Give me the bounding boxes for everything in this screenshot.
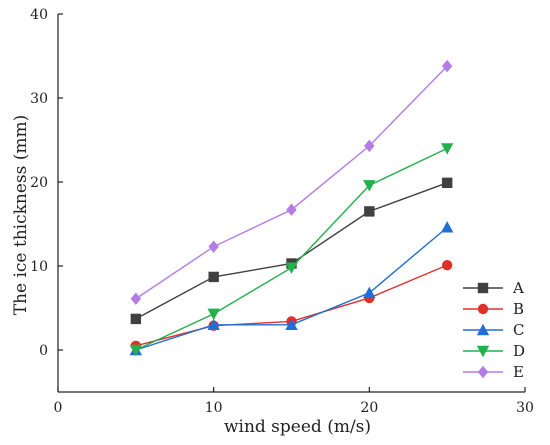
y-tick-label: 10 <box>30 259 48 275</box>
y-tick-label: 40 <box>30 7 48 23</box>
legend-marker <box>476 323 490 336</box>
y-axis-title: The ice thickness (mm) <box>11 115 31 316</box>
data-point-a <box>441 177 453 189</box>
data-point-a <box>208 271 219 283</box>
x-axis-title: wind speed (m/s) <box>224 417 371 437</box>
x-tick-label: 30 <box>516 400 534 416</box>
data-point-d <box>363 180 376 192</box>
legend-item-c: C <box>463 321 524 339</box>
legend-label: C <box>513 321 524 339</box>
series-a <box>130 177 453 325</box>
data-point-d <box>440 143 454 155</box>
y-tick-label: 0 <box>39 343 48 359</box>
legend-marker <box>476 345 490 358</box>
data-point-e <box>364 139 375 153</box>
legend-item-d: D <box>463 342 525 360</box>
data-point-d <box>207 308 220 321</box>
x-tick-label: 0 <box>54 400 63 416</box>
data-point-c <box>285 318 298 330</box>
x-tick-label: 20 <box>360 400 378 416</box>
data-point-e <box>208 240 219 253</box>
data-point-c <box>363 286 376 299</box>
legend-label: E <box>513 363 524 381</box>
legend-label: B <box>513 300 524 318</box>
data-point-c <box>207 318 220 330</box>
data-point-e <box>286 203 297 216</box>
series-e <box>130 59 453 305</box>
series-line-b <box>135 264 448 347</box>
data-point-c <box>440 221 454 233</box>
series-line-c <box>135 226 448 351</box>
y-tick-label: 20 <box>30 175 48 191</box>
legend-marker <box>477 303 489 315</box>
legend-marker <box>477 365 489 379</box>
legend-marker <box>477 282 489 294</box>
legend-label: A <box>512 279 524 297</box>
data-point-b <box>441 259 453 271</box>
series-line-a <box>135 182 448 320</box>
data-point-a <box>130 313 142 325</box>
series-d <box>129 143 454 357</box>
data-point-e <box>130 292 142 305</box>
legend-item-e: E <box>463 363 524 381</box>
legend-item-b: B <box>463 300 524 318</box>
legend-label: D <box>513 342 525 360</box>
data-point-a <box>364 206 375 217</box>
y-tick-label: 30 <box>30 91 48 107</box>
x-tick-label: 10 <box>205 400 223 416</box>
data-point-e <box>441 59 453 73</box>
data-point-d <box>129 344 143 357</box>
axes: 0 10 20 30 0 10 20 30 40 <box>30 7 534 416</box>
legend-item-a: A <box>463 279 524 297</box>
series-layer <box>129 59 454 357</box>
data-point-d <box>285 262 298 274</box>
